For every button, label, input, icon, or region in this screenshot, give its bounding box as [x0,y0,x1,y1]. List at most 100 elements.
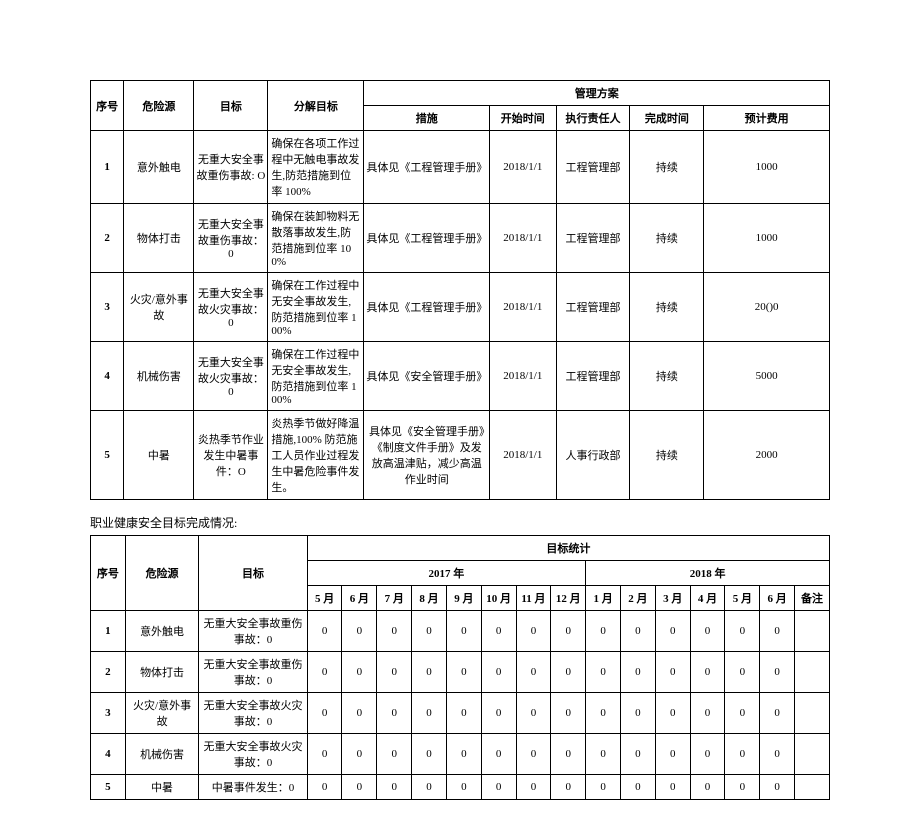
header-row-1: 序号 危险源 目标 分解目标 管理方案 [91,81,830,106]
cell: 具体见《工程管理手册》 [364,273,490,342]
table-row: 3火灾/意外事故无重大安全事故火灾事故：000000000000000 [91,693,830,734]
cell: 0 [307,611,342,652]
cell: 0 [655,652,690,693]
cell: 0 [690,693,725,734]
cell: 0 [586,693,621,734]
t2-col-2018: 2018 年 [586,561,830,586]
cell: 中暑 [124,411,194,500]
cell: 20()0 [704,273,830,342]
cell: 0 [412,611,447,652]
t2-m10: 10 月 [481,586,516,611]
cell: 0 [586,775,621,800]
cell: 3 [91,273,124,342]
t2-n6: 6 月 [760,586,795,611]
cell: 中暑 [125,775,199,800]
cell: 0 [342,652,377,693]
table-row: 2物体打击无重大安全事故重伤事故：000000000000000 [91,652,830,693]
cell: 0 [551,775,586,800]
cell: 0 [516,652,551,693]
cell: 持续 [630,204,704,273]
cell: 0 [446,775,481,800]
cell: 0 [655,775,690,800]
cell: 无重大安全事故重伤事故: O [194,131,268,204]
cell: 火灾/意外事故 [124,273,194,342]
col-seq: 序号 [91,81,124,131]
cell: 无重大安全事故重伤事故：0 [194,204,268,273]
t2-n4: 4 月 [690,586,725,611]
cell: 0 [551,652,586,693]
cell: 0 [620,775,655,800]
col-person: 执行责任人 [556,106,630,131]
cell: 确保在各项工作过程中无触电事故发生,防范措施到位率 100% [268,131,364,204]
cell: 0 [725,611,760,652]
cell: 2 [91,204,124,273]
t2-header-1: 序号 危险源 目标 目标统计 [91,536,830,561]
cell [795,775,830,800]
cell: 工程管理部 [556,131,630,204]
cell: 具体见《安全管理手册》 [364,342,490,411]
col-measure: 措施 [364,106,490,131]
cell: 0 [760,734,795,775]
cell: 0 [412,693,447,734]
t2-col-goal: 目标 [199,536,307,611]
cell: 意外触电 [124,131,194,204]
cell: 0 [377,652,412,693]
cell: 0 [620,652,655,693]
cell: 0 [342,775,377,800]
cell: 0 [412,652,447,693]
cell: 2018/1/1 [490,273,557,342]
cell: 机械伤害 [125,734,199,775]
cell: 炎热季节作业发生中暑事件：O [194,411,268,500]
t2-remark: 备注 [795,586,830,611]
cell: 0 [516,693,551,734]
t2-m7: 7 月 [377,586,412,611]
t2-m5: 5 月 [307,586,342,611]
cell: 0 [307,652,342,693]
cell: 0 [690,775,725,800]
cell: 0 [446,611,481,652]
cell: 4 [91,734,126,775]
table-row: 5中暑炎热季节作业发生中暑事件：O炎热季节做好降温措施,100% 防范施工人员作… [91,411,830,500]
cell: 0 [516,611,551,652]
cell: 0 [655,611,690,652]
cell [795,693,830,734]
cell: 0 [586,652,621,693]
table-row: 5中暑中暑事件发生：000000000000000 [91,775,830,800]
cell: 2018/1/1 [490,204,557,273]
cell: 具体见《工程管理手册》 [364,131,490,204]
cell: 0 [307,693,342,734]
table-row: 1意外触电无重大安全事故重伤事故: O确保在各项工作过程中无触电事故发生,防范措… [91,131,830,204]
cell: 1000 [704,204,830,273]
cell: 0 [586,611,621,652]
cell: 0 [307,775,342,800]
cell: 中暑事件发生：0 [199,775,307,800]
cell: 持续 [630,131,704,204]
cell: 2 [91,652,126,693]
cell: 0 [481,693,516,734]
cell: 0 [551,611,586,652]
cell: 0 [551,734,586,775]
cell: 工程管理部 [556,342,630,411]
t2-n2: 2 月 [620,586,655,611]
cell: 0 [655,734,690,775]
cell: 0 [377,611,412,652]
cell: 无重大安全事故火灾事故：0 [194,273,268,342]
col-cost: 预计费用 [704,106,830,131]
cell: 无重大安全事故重伤事故：0 [199,611,307,652]
cell: 炎热季节做好降温措施,100% 防范施工人员作业过程发生中暑危险事件发生。 [268,411,364,500]
cell: 0 [620,693,655,734]
cell [795,611,830,652]
col-start: 开始时间 [490,106,557,131]
cell: 无重大安全事故火灾事故：0 [199,693,307,734]
t2-m11: 11 月 [516,586,551,611]
cell: 0 [725,693,760,734]
cell: 0 [377,734,412,775]
t2-m6: 6 月 [342,586,377,611]
cell: 0 [620,611,655,652]
cell: 4 [91,342,124,411]
cell: 确保在装卸物料无散落事故发生,防范措施到位率 100% [268,204,364,273]
cell: 0 [481,775,516,800]
cell: 0 [412,775,447,800]
cell: 0 [725,775,760,800]
t2-n5: 5 月 [725,586,760,611]
